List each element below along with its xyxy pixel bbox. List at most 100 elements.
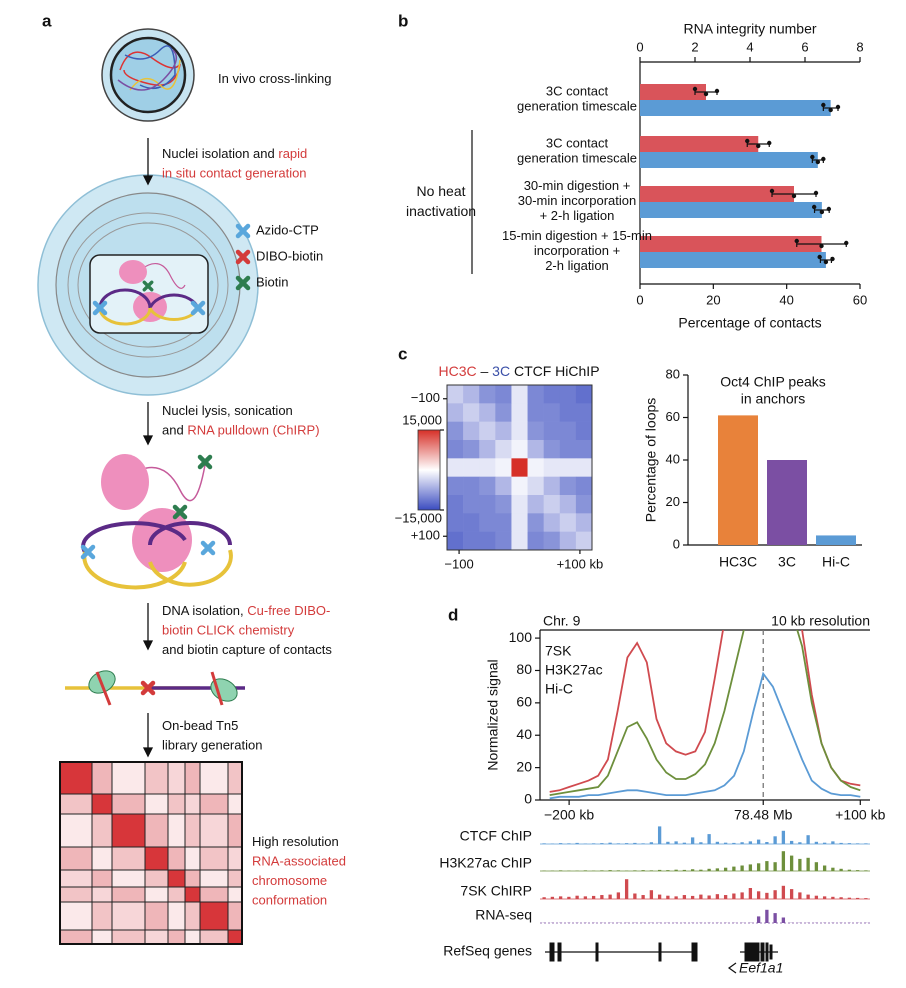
track-bar xyxy=(723,895,728,899)
heatmap-cell xyxy=(479,513,496,532)
series-line xyxy=(549,630,861,796)
bar xyxy=(640,236,822,252)
track-bar xyxy=(748,841,753,844)
step-run: Nuclei isolation and xyxy=(162,146,278,161)
track-bar xyxy=(855,897,860,899)
schematic-cell xyxy=(37,174,259,396)
heatmap-cell xyxy=(527,403,544,422)
track-bar xyxy=(657,894,662,899)
step-run: in situ contact generation xyxy=(162,166,307,181)
track-bar xyxy=(674,869,678,871)
track-bar xyxy=(756,916,761,923)
track-bar xyxy=(847,869,852,871)
heatmap-cell xyxy=(495,458,512,477)
heatmap-cell xyxy=(479,531,496,551)
track-bar xyxy=(781,885,786,899)
heatmap-cell xyxy=(559,513,577,532)
data-point xyxy=(769,188,775,194)
heatmap-cell xyxy=(495,476,512,496)
heatmap-cell xyxy=(479,495,496,514)
heatmap-cell xyxy=(543,440,561,459)
track-bar xyxy=(789,840,794,844)
step-run: RNA pulldown (ChIRP) xyxy=(187,423,319,438)
heatmap-cell xyxy=(543,513,561,532)
track-bar xyxy=(690,895,695,899)
y-tick-label: 60 xyxy=(516,694,532,710)
track-bar xyxy=(649,870,654,871)
colorbar-label: 15,000 xyxy=(402,412,442,427)
heatmap-cell xyxy=(559,421,577,441)
heatmap-cell xyxy=(575,421,593,441)
data-point xyxy=(767,140,772,146)
chart-title: Oct4 ChIP peaks in anchors xyxy=(720,373,826,406)
data-point xyxy=(756,143,761,149)
step-text: and RNA pulldown (ChIRP) xyxy=(162,423,320,438)
y-tick-label: 80 xyxy=(516,661,532,677)
heatmap-cell xyxy=(575,458,593,477)
track-bar xyxy=(839,868,843,871)
heatmap-cell xyxy=(479,440,496,459)
y-tick-label: +100 xyxy=(411,528,440,543)
heatmap-cell xyxy=(447,495,464,514)
heatmap-cell xyxy=(527,385,544,404)
bar xyxy=(640,100,831,116)
track-bar xyxy=(806,894,810,899)
panel-label: c xyxy=(398,344,407,363)
data-point xyxy=(794,238,799,244)
track-bar xyxy=(756,839,761,844)
heatmap-cell xyxy=(479,403,496,422)
step-text: In vivo cross-linking xyxy=(218,71,331,86)
track-bar xyxy=(690,837,695,844)
track-bar xyxy=(575,842,579,844)
data-point xyxy=(826,206,832,212)
heatmap-cell xyxy=(543,495,561,514)
step-run: conformation xyxy=(252,893,327,908)
heatmap-cell xyxy=(559,458,577,477)
track-bar xyxy=(814,841,819,844)
data-point xyxy=(714,88,720,94)
track-bar xyxy=(674,841,678,844)
x-tick-label: 40 xyxy=(779,292,793,307)
track-bar xyxy=(855,843,860,844)
heatmap-cell xyxy=(559,385,577,404)
y-tick-label: −100 xyxy=(411,390,440,405)
data-point xyxy=(835,104,841,110)
y-tick-label: 40 xyxy=(516,726,532,742)
heatmap-cell xyxy=(463,440,480,459)
track-label: RNA-seq xyxy=(475,907,532,923)
track-bar xyxy=(723,867,728,871)
heatmap-cell xyxy=(559,531,577,551)
heatmap-cell xyxy=(447,513,464,532)
x-tick-label: +100 kb xyxy=(557,556,604,571)
schematic-matrix xyxy=(59,761,243,945)
heatmap-cell xyxy=(495,385,512,404)
panel-label: a xyxy=(42,11,52,30)
track-bar xyxy=(789,889,794,899)
track-bar xyxy=(575,895,579,899)
step-text: Nuclei isolation and rapid xyxy=(162,146,307,161)
step-text: RNA-associated xyxy=(252,854,346,869)
x-tick-label: 78.48 Mb xyxy=(734,807,793,823)
x-tick-label: Hi-C xyxy=(822,554,850,570)
track-bar xyxy=(616,843,621,844)
heatmap-cell xyxy=(495,531,512,551)
track-bar xyxy=(624,879,629,899)
schematic-pulldown xyxy=(83,454,233,590)
heatmap-cell xyxy=(527,495,544,514)
track-bar xyxy=(641,870,645,871)
track-bar xyxy=(773,890,777,899)
heatmap-cell xyxy=(575,403,593,422)
x-tick-label: +100 kb xyxy=(835,807,885,823)
track-bar xyxy=(748,864,753,871)
data-point xyxy=(821,156,826,162)
data-point xyxy=(830,256,835,262)
y-tick-label: 80 xyxy=(666,366,680,381)
step-run: DNA isolation, xyxy=(162,603,247,618)
track-bar xyxy=(707,834,711,844)
heatmap-cell xyxy=(447,476,464,496)
track-bar xyxy=(600,843,604,844)
legend-label: DIBO-biotin xyxy=(256,248,323,263)
heatmap-cell xyxy=(575,495,593,514)
step-run: Nuclei lysis, sonication xyxy=(162,403,293,418)
